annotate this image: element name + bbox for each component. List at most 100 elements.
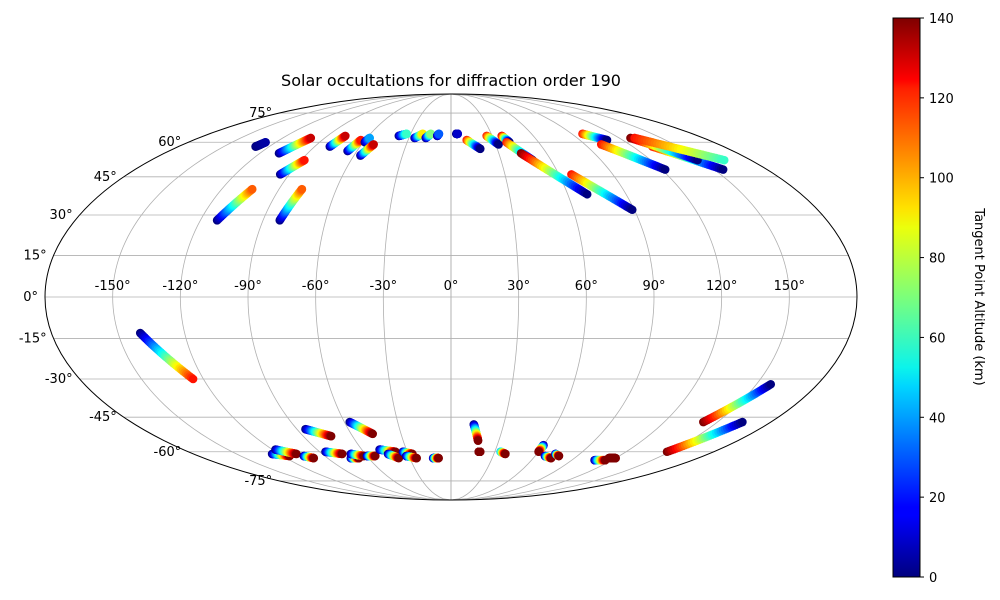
- track-point: [473, 436, 483, 446]
- track-point: [554, 451, 564, 461]
- track-point: [300, 155, 309, 165]
- longitude-tick-label: 30°: [507, 279, 530, 294]
- track-point: [292, 449, 301, 459]
- occultation-track: [496, 447, 510, 459]
- occultation-track: [394, 129, 412, 141]
- track-point: [341, 131, 350, 141]
- occultation-track: [452, 129, 463, 139]
- occultation-track: [212, 184, 257, 225]
- colorbar-tick-label: 80: [929, 252, 946, 267]
- track-point: [369, 140, 378, 149]
- occultation-track: [662, 417, 747, 457]
- colorbar-ticks: 0 20 40 60 80 100 120 140: [920, 12, 954, 586]
- track-point: [188, 374, 198, 384]
- colorbar-tick-label: 60: [929, 331, 946, 346]
- track-point: [475, 144, 485, 154]
- colorbar: 0 20 40 60 80 100 120 140 Tangent Point Altitud…: [892, 12, 986, 586]
- latitude-tick-label: -60°: [154, 445, 182, 460]
- longitude-tick-label: 60°: [575, 279, 598, 294]
- occultation-track: [325, 131, 350, 151]
- track-point: [297, 184, 307, 194]
- occultation-track: [578, 129, 612, 145]
- colorbar-tick-label: 0: [929, 571, 937, 586]
- occultation-track: [346, 449, 369, 461]
- colorbar-tick-label: 100: [929, 172, 954, 187]
- latitude-tick-label: 30°: [50, 208, 73, 223]
- occultation-track: [401, 451, 421, 463]
- latitude-tick-label: 0°: [23, 290, 38, 305]
- colorbar-tick-label: 120: [929, 92, 954, 107]
- track-point: [501, 449, 510, 459]
- longitude-tick-label: -60°: [302, 279, 330, 294]
- track-point: [434, 453, 443, 463]
- occultation-track: [275, 184, 307, 225]
- latitude-tick-label: -75°: [244, 474, 272, 489]
- occultation-tracks: [135, 129, 776, 465]
- occultation-track: [299, 451, 319, 463]
- track-point: [368, 429, 378, 439]
- occultation-track: [432, 129, 444, 141]
- longitude-tick-labels: -150° -120° -90° -60° -30° 0° 30° 60° 90° 120° 150…: [95, 279, 805, 294]
- occultation-track: [421, 129, 436, 143]
- track-point: [611, 453, 620, 463]
- occultation-track: [356, 140, 378, 160]
- track-point: [766, 379, 776, 389]
- occultation-track: [345, 417, 378, 439]
- colorbar-tick-label: 40: [929, 411, 946, 426]
- occultation-track: [540, 451, 556, 463]
- longitude-tick-label: -90°: [234, 279, 262, 294]
- occultation-track: [274, 133, 316, 158]
- track-point: [627, 205, 637, 215]
- track-point: [582, 189, 592, 199]
- track-point: [261, 137, 270, 147]
- track-point: [719, 155, 729, 165]
- occultation-track: [301, 424, 336, 441]
- colorbar-label: Tangent Point Altitude (km): [971, 207, 986, 385]
- track-point: [660, 165, 670, 174]
- occultation-track: [567, 170, 637, 215]
- occultation-track: [474, 447, 485, 457]
- occultation-track: [551, 449, 564, 461]
- track-point: [412, 453, 421, 463]
- track-point: [337, 449, 347, 459]
- occultation-track: [251, 137, 270, 151]
- occultation-track: [482, 131, 503, 149]
- longitude-tick-label: 150°: [774, 279, 805, 294]
- colorbar-gradient: [892, 17, 921, 578]
- globe-outline: [44, 93, 858, 501]
- track-point: [738, 417, 747, 427]
- longitude-tick-label: -150°: [95, 279, 131, 294]
- track-point: [309, 453, 319, 463]
- latitude-tick-label: -15°: [19, 332, 47, 347]
- occultation-track: [362, 451, 380, 461]
- occultation-track: [534, 440, 548, 457]
- track-point: [326, 431, 336, 441]
- track-point: [365, 133, 374, 143]
- occultation-track: [469, 420, 483, 446]
- track-point: [247, 184, 257, 194]
- latitude-tick-label: -30°: [45, 372, 73, 387]
- occultation-track: [630, 133, 729, 165]
- occultation-track: [699, 379, 776, 427]
- track-point: [402, 129, 412, 139]
- graticule: [45, 94, 857, 500]
- longitude-tick-label: -30°: [369, 279, 397, 294]
- track-point: [306, 133, 316, 143]
- longitude-tick-label: 120°: [706, 279, 737, 294]
- latitude-tick-labels: -75° -60° -45° -30° -15° 0° 15° 30° 45° 60° 75°: [19, 106, 272, 489]
- occultation-track: [135, 328, 198, 384]
- latitude-tick-label: 60°: [158, 135, 181, 150]
- colorbar-tick-label: 20: [929, 491, 946, 506]
- longitude-tick-label: -120°: [162, 279, 198, 294]
- track-point: [453, 129, 463, 139]
- track-point: [494, 140, 503, 149]
- occultation-track: [604, 453, 620, 463]
- latitude-tick-label: 15°: [24, 248, 47, 263]
- track-point: [475, 447, 485, 457]
- track-point: [718, 165, 728, 174]
- occultation-track: [271, 445, 301, 459]
- latitude-tick-label: -45°: [89, 410, 117, 425]
- occultation-track: [596, 140, 670, 174]
- occultation-track: [275, 155, 309, 179]
